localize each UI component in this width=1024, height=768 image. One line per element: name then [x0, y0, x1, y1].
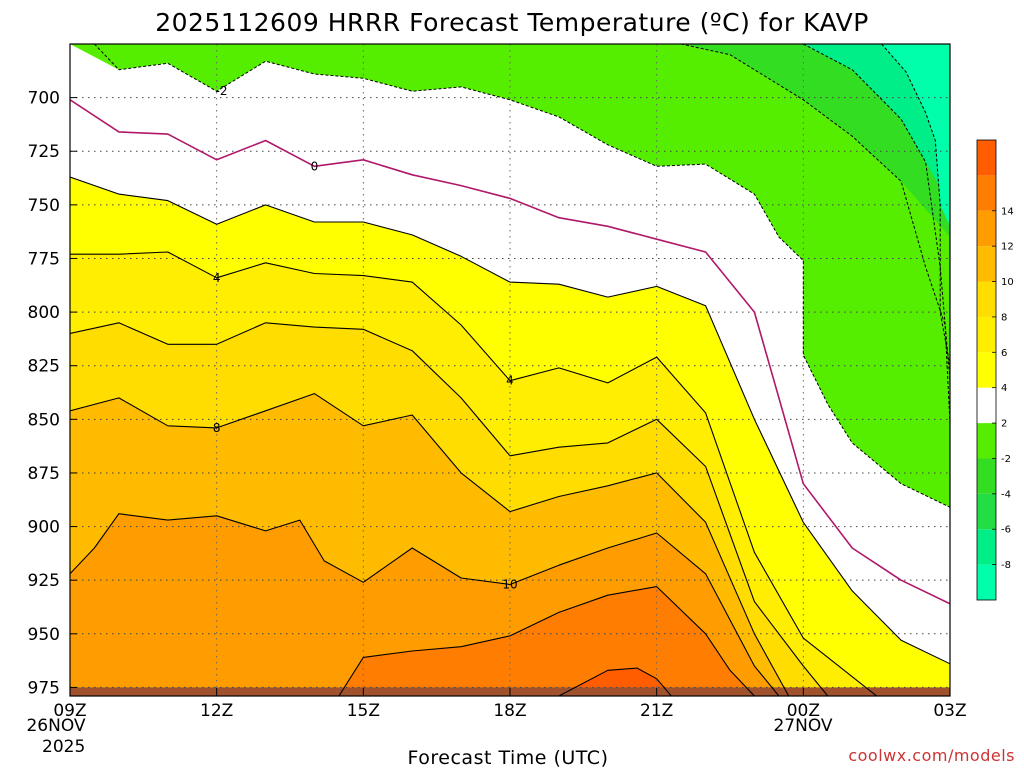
colorbar-label: -2 [1001, 454, 1011, 465]
colorbar-swatch [977, 387, 996, 424]
grid-lines [70, 44, 950, 696]
contour-line-10 [70, 513, 780, 696]
colorbar-label: 6 [1001, 348, 1007, 359]
contour-line-8 [70, 393, 790, 696]
contour-line-0 [70, 99, 950, 605]
contour-line-6 [70, 322, 829, 696]
contour-line--8 [881, 44, 950, 366]
filled-contours [70, 44, 950, 696]
next-date-label: 27NOV [773, 716, 832, 736]
colorbar-label: 4 [1001, 383, 1007, 394]
contour-label: 0 [311, 159, 319, 173]
colorbar-frame [976, 139, 997, 601]
colorbar-swatch [977, 352, 996, 388]
contour-label: 4 [506, 374, 514, 388]
colorbar-swatch [977, 529, 996, 565]
x-axis: 09Z 12Z 15Z 18Z 21Z 00Z 03Z [53, 688, 967, 721]
start-date-label: 26NOV [26, 716, 85, 736]
colorbar-label: 8 [1001, 312, 1007, 323]
y-tick-label: 950 [28, 625, 60, 645]
x-tick-label: 00Z [787, 701, 820, 721]
colorbar-swatch [977, 316, 996, 353]
colorbar-label: 2 [1001, 419, 1007, 430]
y-tick-label: 775 [28, 249, 60, 269]
y-tick-label: 875 [28, 464, 60, 484]
chart-title: 2025112609 HRRR Forecast Temperature (ºC… [155, 8, 869, 37]
contour-line--6 [803, 44, 950, 381]
y-tick-label: 850 [28, 410, 60, 430]
start-year-label: 2025 [42, 737, 85, 757]
contour-line-14 [558, 667, 672, 696]
colorbar-label: -6 [1001, 525, 1011, 536]
x-axis-title: Forecast Time (UTC) [408, 747, 609, 768]
y-tick-label: 900 [28, 518, 60, 538]
y-tick-label: 800 [28, 303, 60, 323]
y-tick-label: 825 [28, 357, 60, 377]
colorbar-label: -4 [1001, 489, 1011, 500]
contour-label: 8 [213, 421, 221, 435]
colorbar-swatch [977, 140, 996, 176]
colorbar-swatch [977, 493, 996, 530]
y-tick-label: 975 [28, 678, 60, 698]
credit-text: coolwx.com/models [848, 746, 1015, 765]
contour-line-12 [338, 586, 755, 696]
y-tick-label: 750 [28, 196, 60, 216]
colorbar-swatch [977, 458, 996, 494]
colorbar-label: 10 [1001, 277, 1014, 288]
contour-line--4 [680, 44, 950, 424]
y-tick-label: 925 [28, 571, 60, 591]
contour-label: 4 [213, 271, 221, 285]
colorbar: -8 -6 -4 -2 2 4 6 8 10 12 14 [976, 139, 1014, 601]
contour-lines [70, 44, 950, 696]
y-tick-label: 725 [28, 142, 60, 162]
contour-line-2 [70, 176, 950, 665]
colorbar-swatch [977, 281, 996, 317]
colorbar-swatch [977, 423, 996, 459]
y-axis: 700 725 750 775 800 825 850 875 900 925 950 975 [28, 89, 77, 698]
x-tick-label: 12Z [200, 701, 233, 721]
temp-region-10 [338, 586, 755, 696]
colorbar-swatch [977, 564, 996, 600]
contour-line-4 [70, 251, 878, 696]
x-tick-label: 15Z [347, 701, 380, 721]
colorbar-swatch [977, 175, 996, 211]
contour-label: 10 [502, 577, 517, 591]
colorbar-swatch [977, 210, 996, 247]
contour-line--2 [94, 44, 950, 508]
contour-label: -2 [216, 84, 228, 98]
colorbar-swatch [977, 246, 996, 282]
temp-region-3 [881, 44, 950, 227]
x-tick-label: 21Z [640, 701, 673, 721]
colorbar-label: 12 [1001, 242, 1014, 253]
x-tick-label: 03Z [933, 701, 966, 721]
colorbar-label: -8 [1001, 560, 1011, 571]
x-tick-label: 09Z [53, 701, 86, 721]
x-tick-label: 18Z [493, 701, 526, 721]
contour-labels: -2 0 4 4 8 10 [213, 84, 518, 591]
y-tick-label: 700 [28, 89, 60, 109]
colorbar-label: 14 [1001, 206, 1014, 217]
